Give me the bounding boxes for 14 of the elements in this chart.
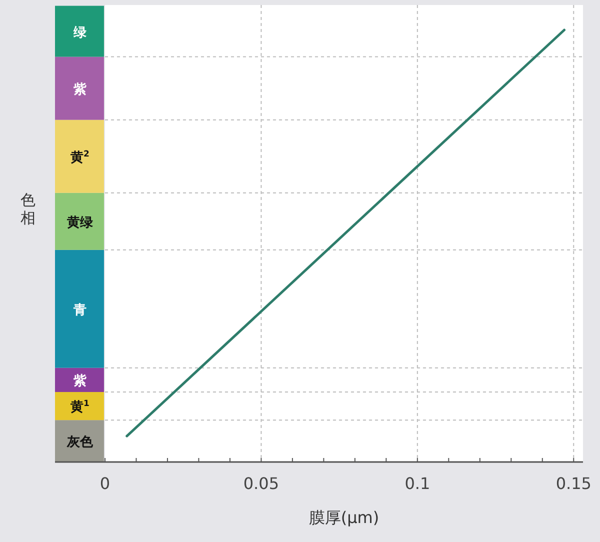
band-label: 黄$^{2}$: [70, 148, 90, 166]
band-label: 黄绿: [66, 215, 94, 230]
x-axis-title: 膜厚(μm): [308, 508, 380, 527]
band-label: 青: [72, 302, 86, 318]
band-label: 紫: [72, 81, 86, 98]
y-axis-title: 色相: [20, 191, 36, 227]
band-label: 绿: [72, 25, 88, 40]
x-tick-label: 0.1: [404, 474, 430, 493]
band-label: 紫: [72, 372, 86, 389]
x-tick-label: 0: [100, 474, 110, 493]
band-label: 黄$^{1}$: [70, 398, 90, 416]
band-label: 灰色: [66, 435, 94, 450]
x-tick-label: 0.15: [556, 474, 592, 493]
x-tick-label: 0.05: [243, 474, 280, 493]
